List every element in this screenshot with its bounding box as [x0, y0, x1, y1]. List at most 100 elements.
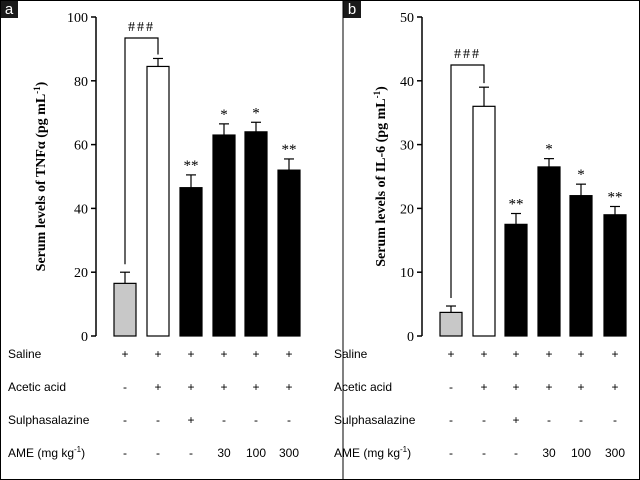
row-cell: + — [512, 380, 519, 394]
row-cell: - — [222, 413, 226, 427]
bar — [277, 169, 301, 337]
row-cell: - — [189, 446, 193, 460]
row-cell: + — [545, 347, 552, 361]
row-cell: - — [287, 413, 291, 427]
row-cell: + — [512, 413, 519, 427]
row-cell: - — [123, 413, 127, 427]
bracket-label: ### — [128, 20, 155, 35]
row-cell: - — [449, 413, 453, 427]
row-cell: - — [123, 446, 127, 460]
row-cell: + — [187, 347, 194, 361]
row-cell: + — [285, 347, 292, 361]
row-cell: + — [220, 347, 227, 361]
bar — [537, 166, 561, 337]
row-cell: + — [447, 347, 454, 361]
bar — [113, 282, 137, 337]
y-tick-label: 30 — [400, 139, 414, 154]
bar — [244, 131, 268, 337]
y-tick-label: 10 — [400, 266, 414, 281]
y-tick-label: 40 — [400, 75, 414, 90]
row-label: Acetic acid — [334, 380, 392, 394]
significance-mark: * — [220, 107, 228, 123]
y-tick-label: 100 — [67, 11, 88, 26]
chart-panel-a: a 0 20 40 60 80 100 Serum levels of TNFα (pg mL… — [0, 0, 301, 460]
row-cell: - — [579, 413, 583, 427]
row-cell: 100 — [571, 446, 591, 460]
row-cell: + — [611, 347, 618, 361]
row-cell: + — [480, 347, 487, 361]
bar — [603, 214, 627, 337]
row-cell: - — [156, 446, 160, 460]
row-cell: - — [547, 413, 551, 427]
bar — [179, 187, 203, 337]
significance-mark: * — [252, 105, 260, 121]
significance-mark: ** — [184, 158, 199, 174]
bar — [504, 223, 528, 337]
significance-bracket — [450, 64, 485, 299]
row-cell: - — [482, 413, 486, 427]
row-cell: 100 — [246, 446, 266, 460]
row-label: AME (mg kg-1) — [334, 445, 411, 460]
bar — [439, 311, 463, 337]
row-cell: + — [577, 380, 584, 394]
row-cell: - — [254, 413, 258, 427]
row-label: Sulphasalazine — [8, 413, 90, 427]
bracket-label: ### — [454, 47, 481, 62]
row-cell: 300 — [279, 446, 299, 460]
significance-mark: ** — [509, 197, 524, 213]
row-cell: 30 — [217, 446, 231, 460]
significance-mark: * — [545, 142, 553, 158]
panel-label-box — [0, 0, 18, 18]
row-cell: + — [252, 380, 259, 394]
row-cell: - — [514, 446, 518, 460]
chart-panel-b: b 0 10 20 30 40 50 Serum levels of IL-6 (pg mL-… — [334, 0, 627, 460]
panel-label: b — [348, 1, 356, 18]
y-tick-label: 40 — [74, 202, 88, 217]
y-tick-label: 0 — [81, 330, 88, 345]
y-axis-label: Serum levels of TNFα (pg mL-1) — [32, 81, 49, 271]
row-cell: + — [252, 347, 259, 361]
row-cell: - — [123, 380, 127, 394]
row-label: Sulphasalazine — [334, 413, 416, 427]
significance-mark: ** — [608, 189, 623, 205]
row-cell: + — [611, 380, 618, 394]
significance-bracket — [124, 37, 159, 265]
row-cell: - — [449, 380, 453, 394]
panel-label: a — [5, 1, 14, 18]
row-cell: 30 — [542, 446, 556, 460]
row-label: Saline — [8, 347, 42, 361]
row-cell: - — [156, 413, 160, 427]
row-cell: + — [512, 347, 519, 361]
y-tick-label: 60 — [74, 139, 88, 154]
row-cell: + — [154, 347, 161, 361]
y-tick-label: 80 — [74, 75, 88, 90]
panel-label-box — [343, 0, 361, 18]
row-cell: + — [480, 380, 487, 394]
y-tick-label: 20 — [400, 202, 414, 217]
row-cell: - — [613, 413, 617, 427]
row-label: AME (mg kg-1) — [8, 445, 85, 460]
row-cell: 300 — [605, 446, 625, 460]
significance-mark: * — [577, 167, 585, 183]
bar — [569, 195, 593, 337]
bar — [212, 134, 236, 337]
y-axis-label: Serum levels of IL-6 (pg mL-1) — [372, 86, 389, 267]
row-cell: + — [121, 347, 128, 361]
bar — [472, 105, 496, 337]
row-cell: + — [285, 380, 292, 394]
row-cell: + — [220, 380, 227, 394]
y-tick-label: 20 — [74, 266, 88, 281]
row-cell: + — [154, 380, 161, 394]
row-label: Saline — [334, 347, 368, 361]
row-cell: + — [187, 380, 194, 394]
row-cell: + — [187, 413, 194, 427]
bar — [146, 65, 170, 337]
y-tick-label: 0 — [407, 330, 414, 345]
row-cell: + — [577, 347, 584, 361]
y-tick-label: 50 — [400, 11, 414, 26]
row-cell: - — [482, 446, 486, 460]
row-label: Acetic acid — [8, 380, 66, 394]
significance-mark: ** — [282, 142, 297, 158]
row-cell: - — [449, 446, 453, 460]
